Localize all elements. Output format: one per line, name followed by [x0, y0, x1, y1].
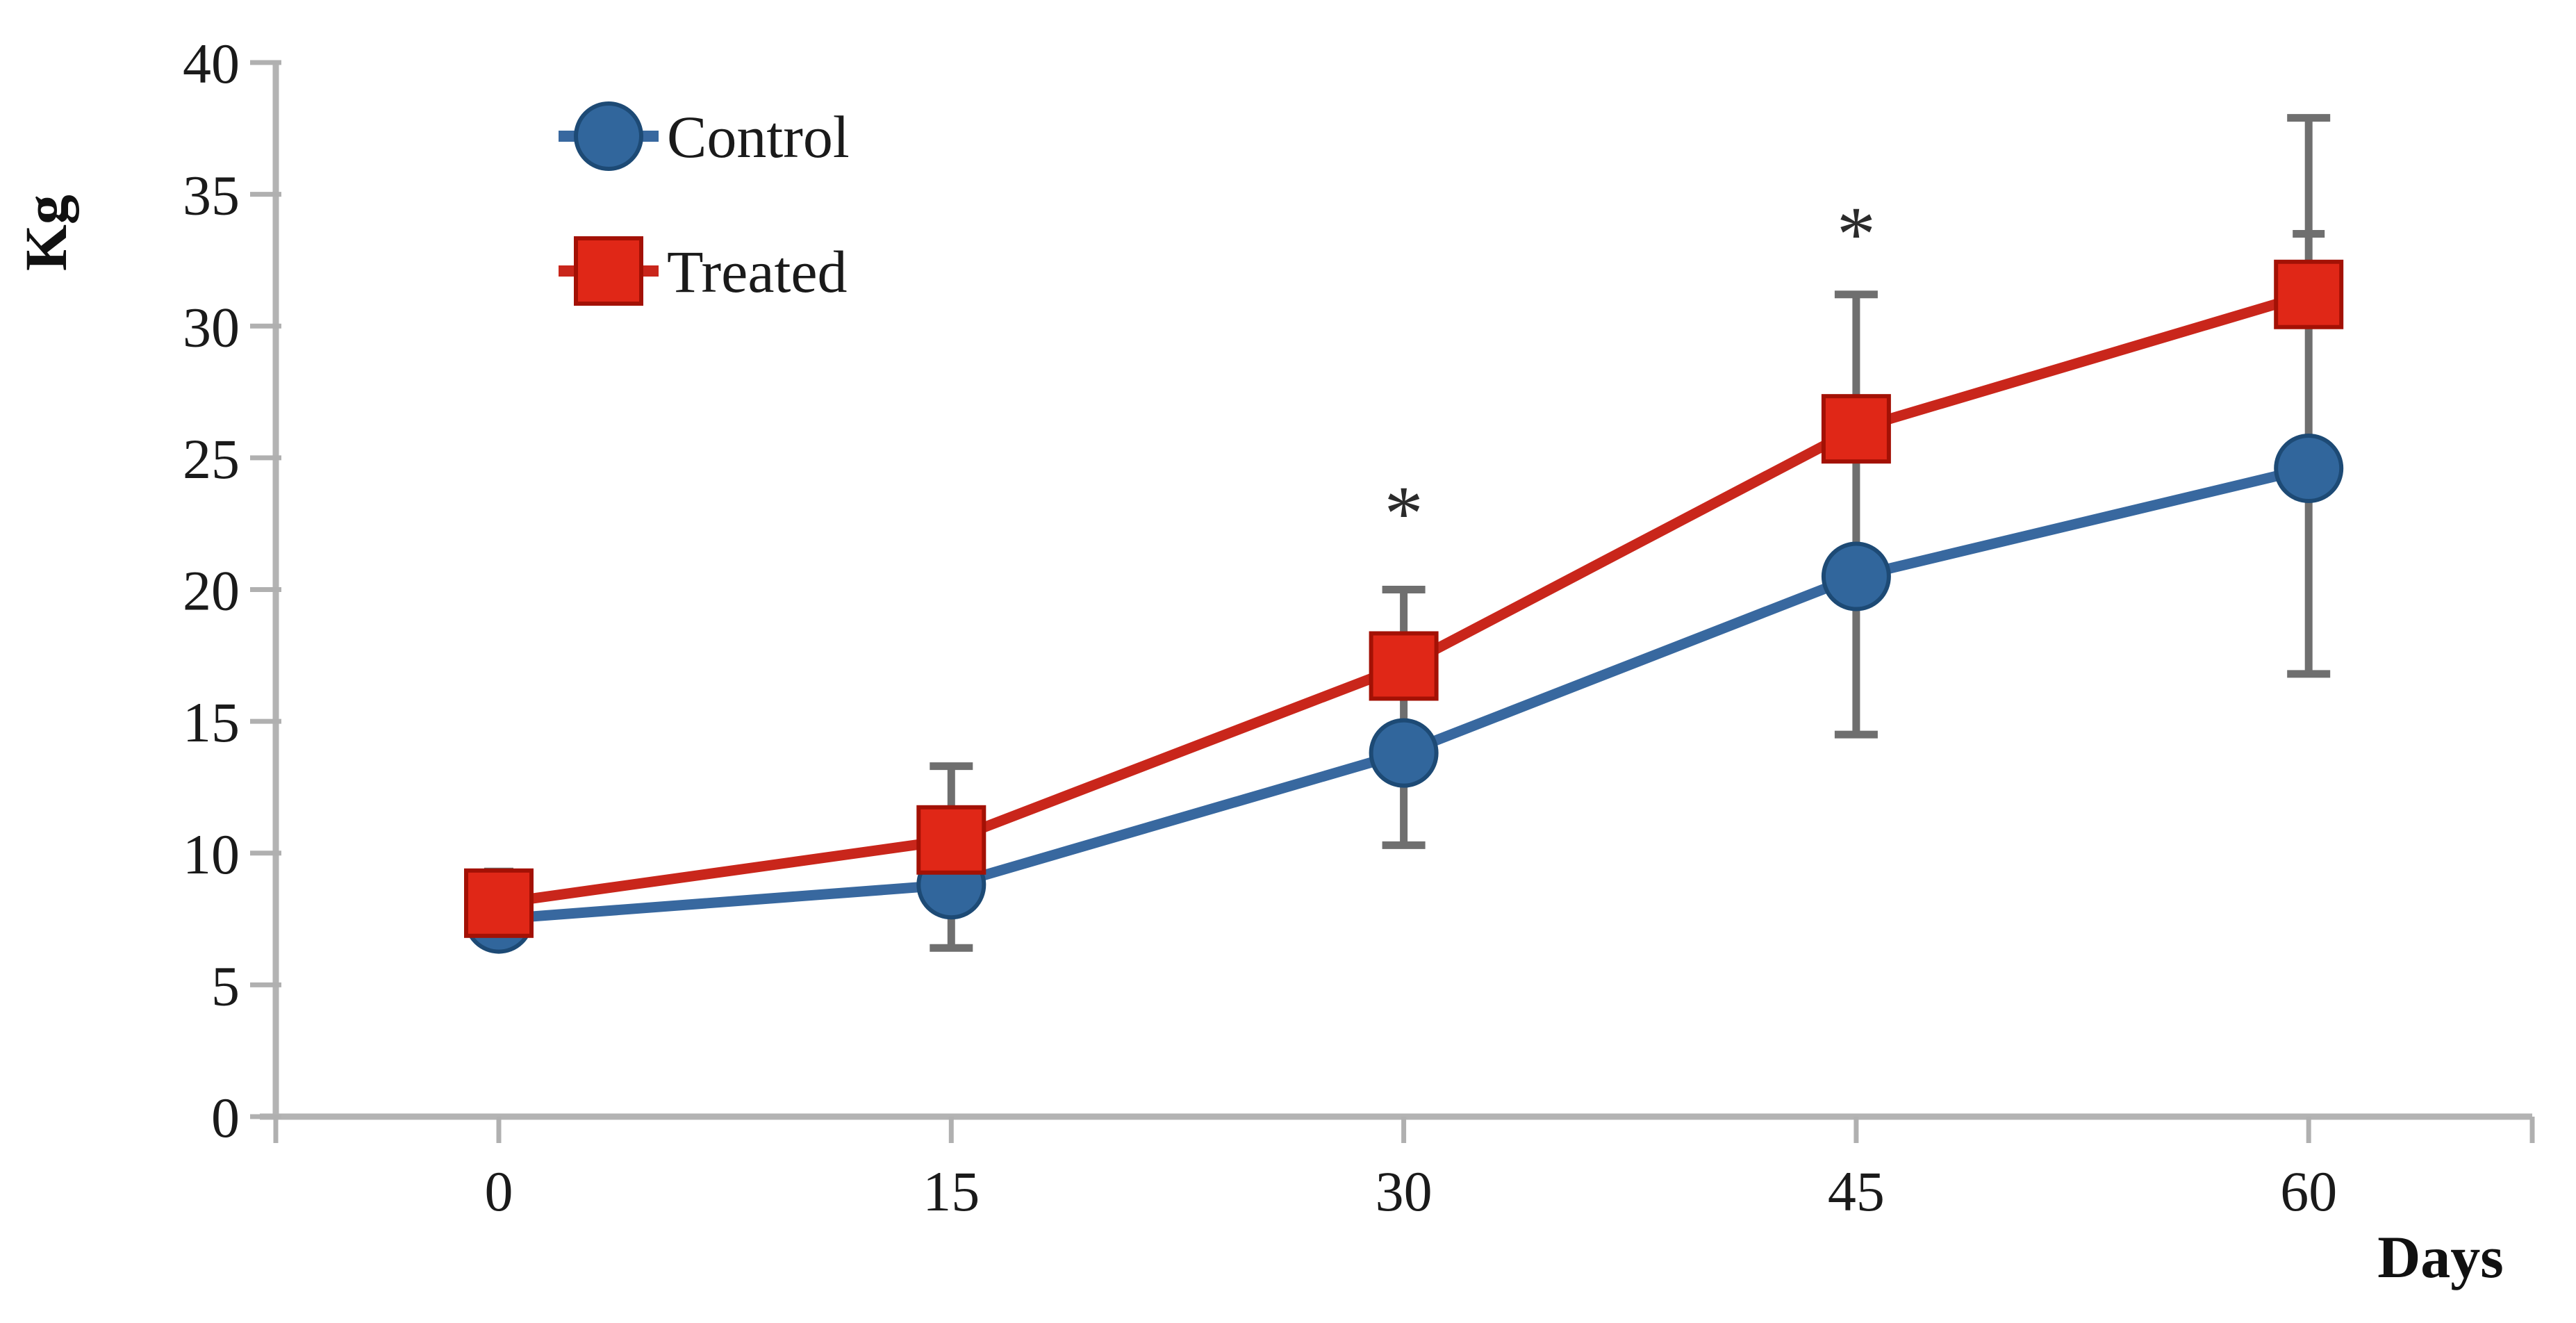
y-tick-label: 10 [183, 823, 240, 886]
legend-label-control: Control [667, 104, 850, 170]
y-tick-label: 15 [183, 691, 240, 754]
treated-marker [1821, 394, 1891, 464]
treated-marker [916, 805, 986, 875]
treated-legend-marker-icon [574, 236, 643, 306]
legend: Control Treated [559, 101, 850, 306]
control-marker [1821, 541, 1891, 611]
legend-item-treated: Treated [559, 236, 848, 306]
x-tick-label: 0 [485, 1160, 513, 1223]
treated-marker [1369, 631, 1439, 701]
x-tick-label: 15 [923, 1160, 980, 1223]
y-tick-label: 5 [211, 954, 240, 1017]
treated-marker [2274, 259, 2344, 329]
significance-asterisk: * [1837, 192, 1876, 278]
annotations-group: ** [1385, 192, 1876, 557]
control-legend-marker-icon [574, 101, 643, 171]
legend-item-control: Control [559, 101, 850, 171]
control-marker [2274, 434, 2344, 504]
y-tick-label: 20 [183, 559, 240, 623]
y-axis-title: Kg [13, 195, 79, 271]
y-tick-label: 25 [183, 427, 240, 491]
error-bars-group [484, 114, 2331, 952]
x-axis-title: Days [2377, 1224, 2504, 1290]
x-tick-label: 30 [1376, 1160, 1433, 1223]
treated-marker [464, 868, 534, 938]
x-tick-label: 45 [1828, 1160, 1885, 1223]
x-tick-label: 60 [2280, 1160, 2337, 1223]
legend-label-treated: Treated [667, 238, 848, 305]
significance-asterisk: * [1385, 471, 1423, 557]
y-tick-label: 0 [211, 1086, 240, 1149]
series-group [464, 259, 2344, 954]
y-tick-label: 40 [183, 32, 240, 95]
axes-group: 0 5 10 15 20 25 30 35 40 0 15 30 45 60 [183, 32, 2535, 1223]
y-tick-label: 35 [183, 164, 240, 227]
y-tick-label: 30 [183, 295, 240, 359]
control-marker [1369, 718, 1439, 788]
